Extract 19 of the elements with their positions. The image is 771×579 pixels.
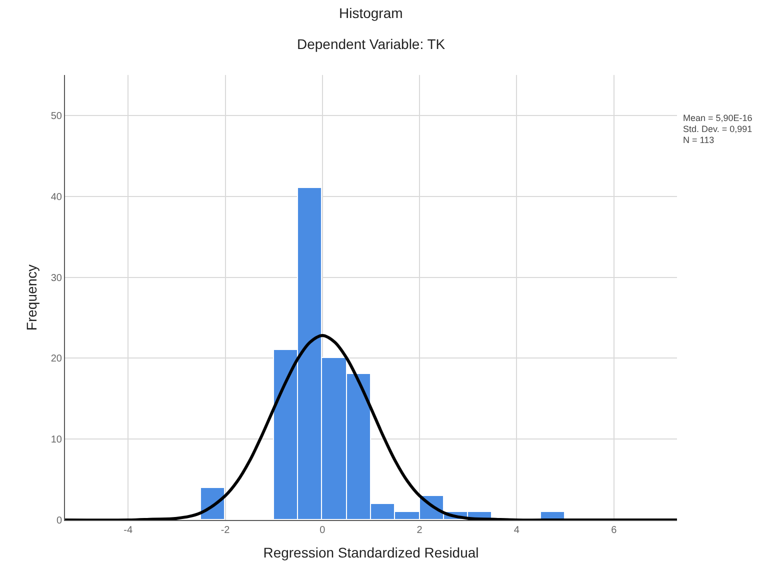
x-tick-label: 0 (320, 525, 326, 536)
y-axis-title: Frequency (23, 264, 40, 331)
x-tick-label: 2 (416, 525, 423, 536)
text: Std. Dev. = 0,991 (683, 124, 752, 134)
y-tick-label: 10 (50, 434, 62, 446)
text: N = 113 (683, 135, 714, 145)
y-tick-label: 20 (50, 354, 62, 365)
x-tick-label: -2 (220, 525, 230, 536)
chart-title: Histogram (339, 5, 403, 21)
chart-subtitle: Dependent Variable: TK (297, 36, 446, 52)
x-tick-label: 6 (611, 525, 618, 536)
y-tick-label: 30 (50, 272, 62, 284)
text: Mean = 5,90E-16 (683, 113, 752, 123)
y-tick-label: 40 (50, 192, 62, 203)
x-tick-label: 4 (514, 525, 520, 536)
x-tick-label: -4 (124, 525, 134, 536)
y-tick-label: 0 (56, 516, 62, 526)
y-tick-label: 50 (50, 110, 62, 122)
x-axis-title: Regression Standardized Residual (263, 544, 479, 560)
